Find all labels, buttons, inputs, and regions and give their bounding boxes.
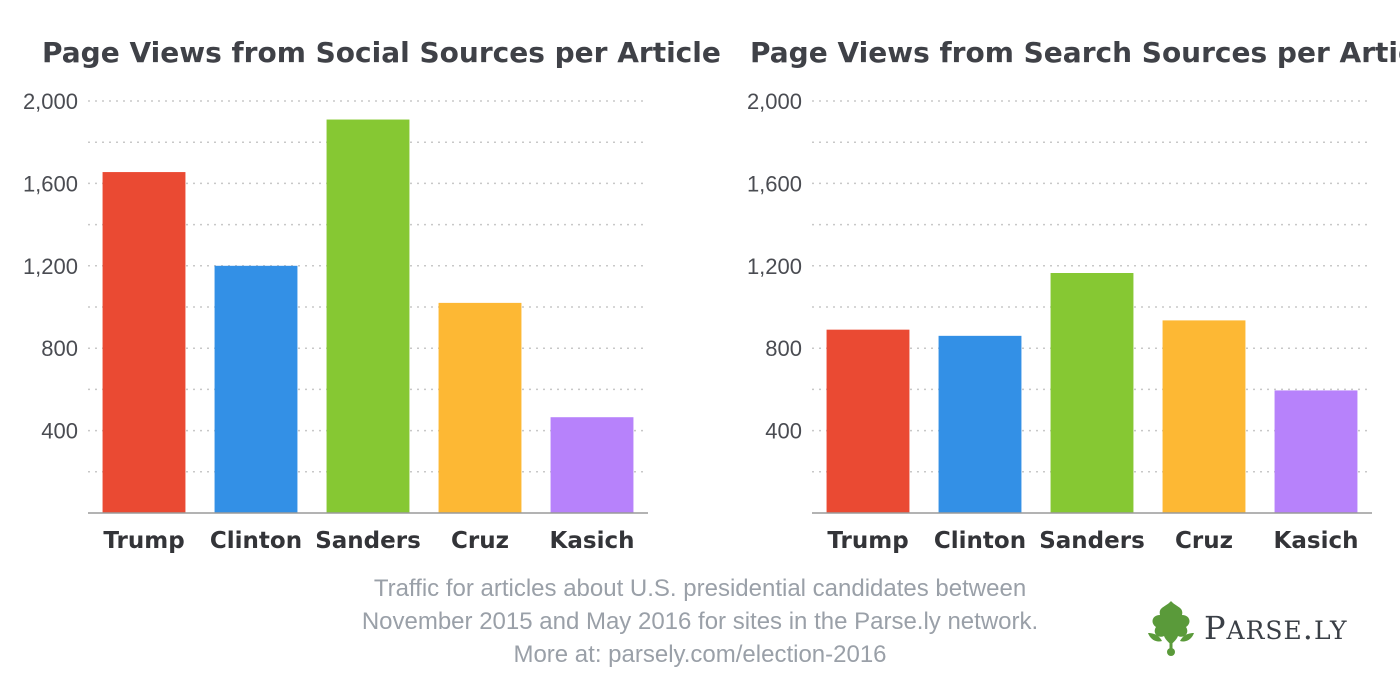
logo-letter-p: P: [1204, 609, 1227, 647]
parsley-leaf-icon: [1148, 601, 1194, 656]
bar-clinton: [938, 335, 1022, 513]
y-tick-label: 1,200: [747, 254, 802, 279]
caption-line-2: November 2015 and May 2016 for sites in …: [361, 608, 1039, 635]
bar-cruz: [438, 302, 522, 513]
parsely-logo: PARSE.LY: [1144, 598, 1347, 658]
caption-line-1: Traffic for articles about U.S. presiden…: [373, 575, 1027, 602]
y-tick-label: 2,000: [23, 89, 78, 114]
category-label: Clinton: [934, 528, 1026, 554]
category-label: Clinton: [210, 528, 302, 554]
y-tick-label: 1,600: [747, 171, 802, 196]
category-label: Trump: [827, 528, 908, 554]
bar-sanders: [326, 119, 410, 513]
y-tick-label: 800: [41, 336, 78, 361]
y-tick-label: 400: [41, 419, 78, 444]
bar-clinton: [214, 265, 298, 513]
bar-sanders: [1050, 273, 1134, 513]
y-tick-label: 1,200: [23, 254, 78, 279]
caption: Traffic for articles about U.S. presiden…: [200, 572, 1200, 671]
bar-trump: [826, 329, 910, 513]
y-tick-label: 2,000: [747, 89, 802, 114]
category-label: Sanders: [1039, 528, 1145, 554]
category-label: Sanders: [315, 528, 421, 554]
logo-letters-arse: ARSE: [1226, 616, 1303, 645]
chart-title: Page Views from Social Sources per Artic…: [42, 36, 721, 69]
bar-cruz: [1162, 320, 1246, 513]
category-label: Kasich: [1274, 528, 1359, 554]
social-sources-chart: Page Views from Social Sources per Artic…: [23, 36, 721, 554]
category-label: Cruz: [451, 528, 509, 554]
chart-title: Page Views from Search Sources per Artic…: [750, 36, 1400, 69]
bar-trump: [102, 172, 186, 513]
logo-wordmark: PARSE.LY: [1204, 609, 1347, 647]
charts-canvas: Page Views from Social Sources per Artic…: [23, 36, 1400, 554]
y-tick-label: 1,600: [23, 171, 78, 196]
logo-dot: .: [1302, 609, 1314, 647]
logo-letters-ly: LY: [1313, 616, 1348, 645]
caption-line-3: More at: parsely.com/election-2016: [513, 641, 887, 668]
category-label: Cruz: [1175, 528, 1233, 554]
category-label: Kasich: [550, 528, 635, 554]
bar-kasich: [550, 417, 634, 513]
y-tick-label: 800: [765, 336, 802, 361]
category-label: Trump: [103, 528, 184, 554]
search-sources-chart: Page Views from Search Sources per Artic…: [747, 36, 1400, 554]
y-tick-label: 400: [765, 419, 802, 444]
bar-kasich: [1274, 390, 1358, 513]
